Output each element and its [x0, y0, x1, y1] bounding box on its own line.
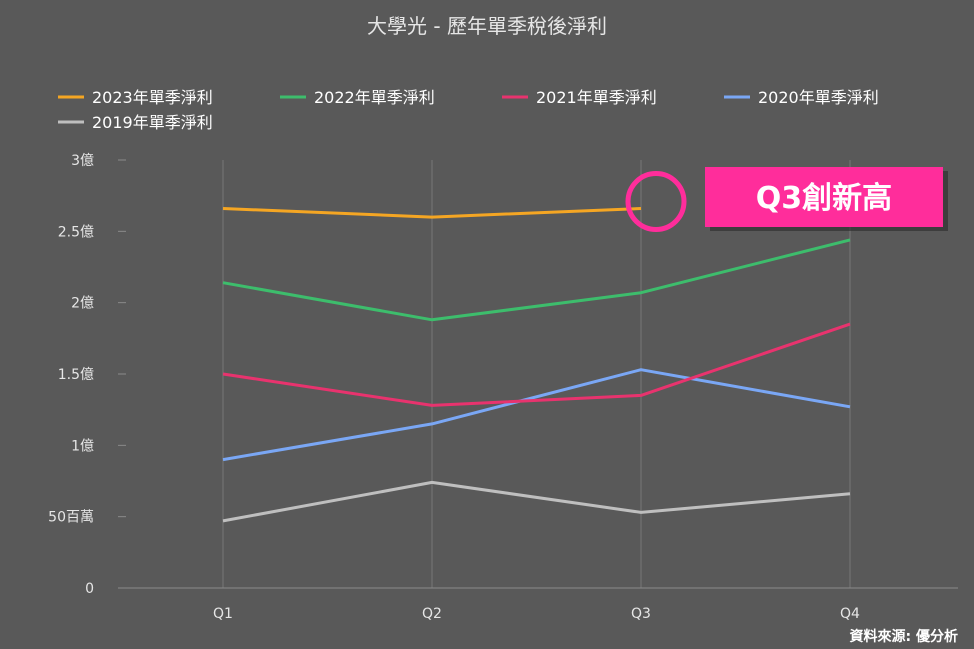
x-axis-ticks: Q1 Q2 Q3 Q4: [213, 606, 860, 622]
series-line-5: [222, 480, 851, 523]
series-lines: [222, 207, 851, 523]
legend-label-3: 2021年單季淨利: [536, 88, 657, 107]
legend-label-5: 2019年單季淨利: [92, 113, 213, 132]
x-tick-label-q3: Q3: [631, 606, 651, 622]
callout-box: Q3創新高: [705, 167, 948, 231]
y-tick-label: 2億: [71, 296, 94, 312]
y-tick-label: 3億: [71, 153, 94, 169]
y-tick-label: 0: [85, 581, 94, 597]
x-tick-label-q2: Q2: [422, 606, 442, 622]
y-tick-label: 50百萬: [48, 510, 94, 526]
x-tick-label-q1: Q1: [213, 606, 233, 622]
callout-background: [705, 167, 943, 227]
y-axis-ticks: 0 50百萬 1億 1.5億 2億 2.5億 3億: [48, 153, 126, 597]
y-tick-label: 2.5億: [58, 224, 94, 240]
series-line-2: [222, 238, 851, 322]
legend-label-2: 2022年單季淨利: [314, 88, 435, 107]
x-tick-label-q4: Q4: [840, 606, 860, 622]
y-tick-label: 1.5億: [58, 367, 94, 383]
y-tick-label: 1億: [71, 438, 94, 454]
chart-title: 大學光 - 歷年單季稅後淨利: [367, 14, 607, 38]
source-note: 資料來源: 優分析: [850, 628, 958, 645]
series-line-3: [222, 322, 851, 407]
legend-label-1: 2023年單季淨利: [92, 88, 213, 107]
legend: 2023年單季淨利 2022年單季淨利 2021年單季淨利 2020年單季淨利 2019…: [58, 88, 879, 132]
series-line-1: [222, 207, 642, 219]
callout-label: Q3創新高: [756, 181, 892, 216]
legend-label-4: 2020年單季淨利: [758, 88, 879, 107]
series-line-4: [222, 368, 851, 462]
highlight-circle: [625, 171, 687, 233]
